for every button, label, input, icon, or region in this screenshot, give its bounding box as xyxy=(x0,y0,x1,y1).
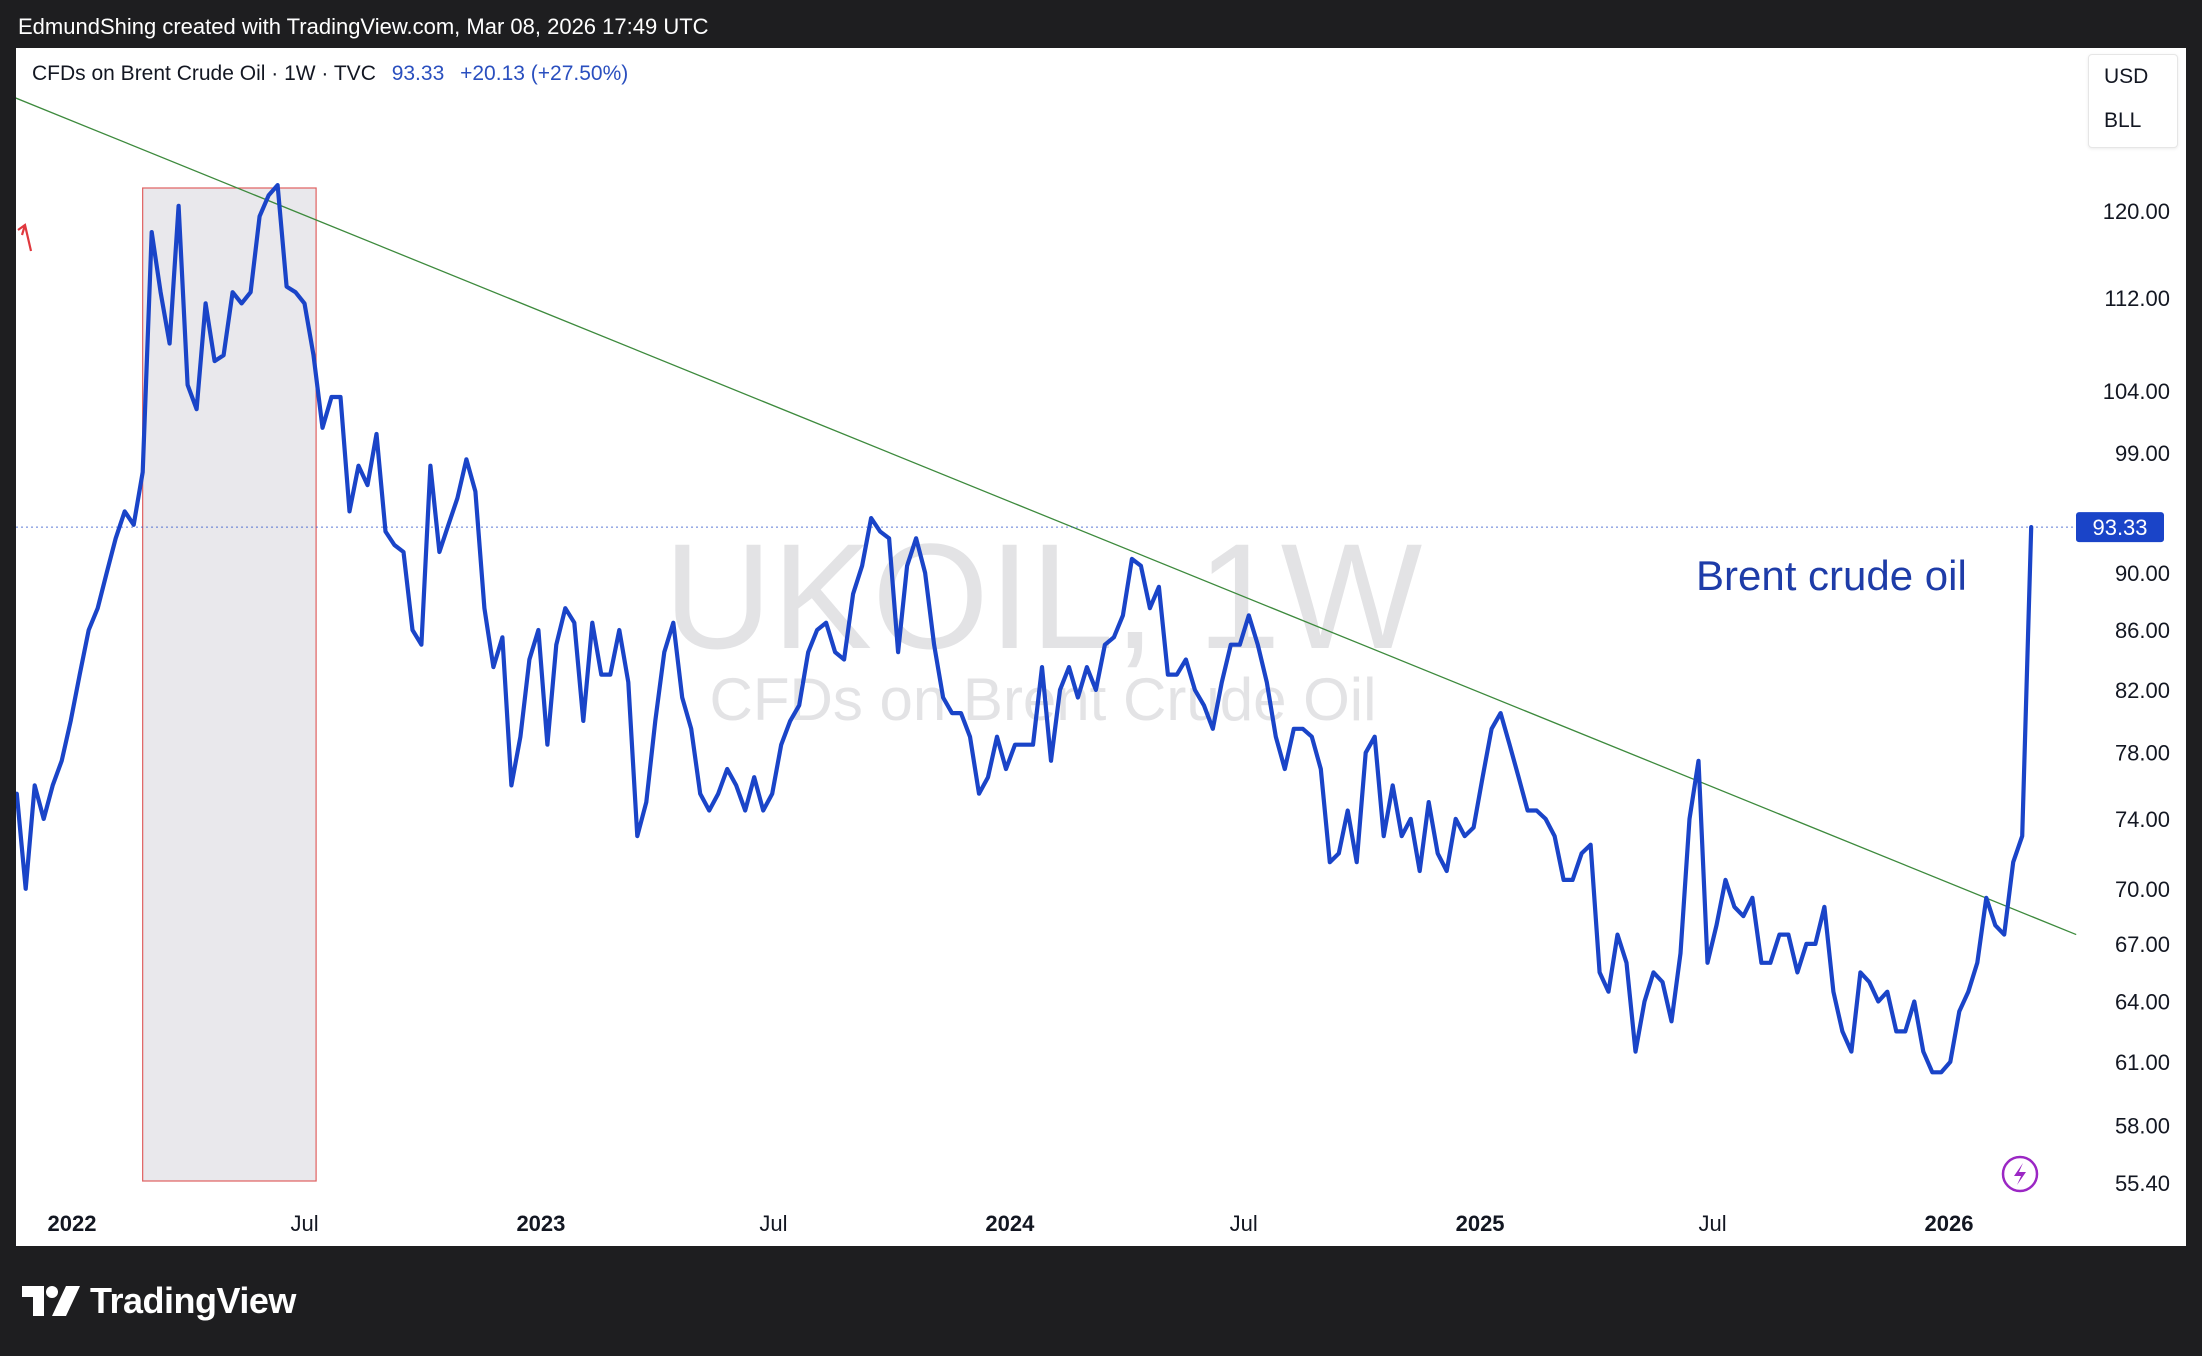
legend-change: +20.13 (+27.50%) xyxy=(460,62,629,85)
legend-last-price: 93.33 xyxy=(391,62,445,85)
y-tick-label: 99.00 xyxy=(2115,441,2170,466)
price-chart[interactable]: UKOIL, 1W CFDs on Brent Crude Oil 120.00… xyxy=(16,48,2186,1246)
x-tick-label: Jul xyxy=(1699,1211,1727,1236)
measure-unit[interactable]: BLL xyxy=(2104,109,2142,132)
y-tick-label: 67.00 xyxy=(2115,932,2170,957)
y-tick-label: 61.00 xyxy=(2115,1050,2170,1075)
y-tick-label: 112.00 xyxy=(2104,286,2170,311)
symbol-legend: CFDs on Brent Crude Oil · 1W · TVC 93.33… xyxy=(32,62,628,86)
legend-symbol: CFDs on Brent Crude Oil · 1W · TVC xyxy=(32,62,376,85)
x-tick-label: 2025 xyxy=(1456,1211,1505,1236)
tradingview-logo-text: TradingView xyxy=(90,1280,296,1321)
highlight-rectangle xyxy=(142,187,317,1182)
alert-arrow-icon[interactable] xyxy=(17,223,33,252)
y-tick-label: 104.00 xyxy=(2103,379,2170,404)
last-price-label: 93.33 xyxy=(2092,515,2147,540)
tradingview-logo-icon xyxy=(22,1286,80,1316)
x-tick-label: Jul xyxy=(759,1211,787,1236)
x-tick-label: Jul xyxy=(1230,1211,1258,1236)
attribution-text: EdmundShing created with TradingView.com… xyxy=(18,14,709,39)
y-tick-label: 64.00 xyxy=(2115,990,2170,1015)
y-tick-label: 55.40 xyxy=(2115,1171,2170,1196)
x-tick-label: 2024 xyxy=(985,1211,1035,1236)
y-tick-label: 70.00 xyxy=(2115,877,2170,902)
x-tick-label: 2022 xyxy=(48,1211,97,1236)
x-tick-label: Jul xyxy=(290,1211,318,1236)
series-annotation: Brent crude oil xyxy=(1696,552,1967,599)
y-tick-label: 90.00 xyxy=(2115,561,2170,586)
unit-selector[interactable]: USD BLL xyxy=(2088,54,2178,148)
price-series-line xyxy=(16,183,2034,1075)
tradingview-logo: TradingView xyxy=(22,1280,296,1322)
y-tick-label: 74.00 xyxy=(2115,807,2170,832)
y-tick-label: 78.00 xyxy=(2115,741,2170,766)
y-tick-label: 120.00 xyxy=(2103,199,2170,224)
y-tick-label: 58.00 xyxy=(2115,1113,2170,1138)
chart-frame[interactable]: UKOIL, 1W CFDs on Brent Crude Oil 120.00… xyxy=(16,48,2186,1246)
y-tick-label: 86.00 xyxy=(2115,618,2170,643)
x-tick-label: 2023 xyxy=(516,1211,565,1236)
last-price-badge xyxy=(2076,512,2164,543)
currency-unit[interactable]: USD xyxy=(2104,65,2149,88)
lightning-icon[interactable] xyxy=(2001,1155,2039,1193)
watermark-symbol: UKOIL, 1W xyxy=(664,512,1423,680)
downtrend-line xyxy=(16,97,2077,936)
y-tick-label: 82.00 xyxy=(2115,678,2170,703)
x-tick-label: 2026 xyxy=(1925,1211,1974,1236)
